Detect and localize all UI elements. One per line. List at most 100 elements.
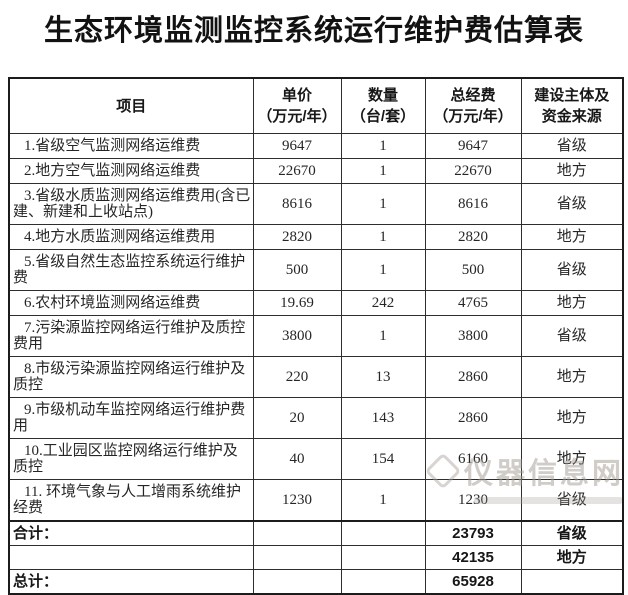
table-header: 项目 单价 （万元/年） 数量 （台/套） 总经费 （万元/年） 建设主体及 资金来源 <box>8 77 624 134</box>
total-cell: 22670 <box>424 158 522 184</box>
source-cell: 省级 <box>520 520 624 546</box>
unit-price-cell: 500 <box>252 249 342 291</box>
table-summary: 合计： 23793 省级 42135 地方 总计： 65928 <box>8 520 624 595</box>
col-header-line2: 资金来源 <box>541 108 602 125</box>
item-cell: 8.市级污染源监控网络运行维护及质控 <box>8 356 254 398</box>
table-row: 1.省级空气监测网络运维费 9647 1 9647 省级 <box>8 133 624 159</box>
table-row: 5.省级自然生态监控系统运行维护费 500 1 500 省级 <box>8 249 624 291</box>
table-row: 4.地方水质监测网络运维费用 2820 1 2820 地方 <box>8 224 624 250</box>
col-header-line1: 建设主体及 <box>534 87 610 104</box>
summary-row: 合计： 23793 省级 <box>8 520 624 546</box>
unit-price-cell: 20 <box>252 397 342 439</box>
quantity-cell: 13 <box>340 356 426 398</box>
source-cell: 省级 <box>520 315 624 357</box>
quantity-cell: 1 <box>340 315 426 357</box>
quantity-cell: 1 <box>340 183 426 225</box>
col-header-line1: 单价 <box>281 87 312 104</box>
source-cell: 地方 <box>520 224 624 250</box>
total-cell: 9647 <box>424 133 522 159</box>
unit-price-cell: 22670 <box>252 158 342 184</box>
col-header-line1: 数量 <box>367 87 398 104</box>
header-row: 项目 单价 （万元/年） 数量 （台/套） 总经费 （万元/年） 建设主体及 资金来源 <box>8 77 624 134</box>
total-cell: 500 <box>424 249 522 291</box>
unit-price-cell: 2820 <box>252 224 342 250</box>
col-header-line2: （万元/年） <box>257 108 337 125</box>
quantity-cell: 143 <box>340 397 426 439</box>
total-cell: 2860 <box>424 356 522 398</box>
col-header-4: 建设主体及 资金来源 <box>520 77 624 134</box>
item-cell: 1.省级空气监测网络运维费 <box>8 133 254 159</box>
table-body: 1.省级空气监测网络运维费 9647 1 9647 省级 2.地方空气监测网络运维费 226… <box>8 133 624 522</box>
table-row: 3.省级水质监测网络运维费用(含已建、新建和上收站点) 8616 1 8616 省级 <box>8 183 624 225</box>
item-cell: 9.市级机动车监控网络运行维护费用 <box>8 397 254 439</box>
source-cell: 省级 <box>520 479 624 522</box>
source-cell: 地方 <box>520 356 624 398</box>
item-cell: 7.污染源监控网络运行维护及质控费用 <box>8 315 254 357</box>
source-cell: 地方 <box>520 158 624 184</box>
table-row: 11. 环境气象与人工增雨系统维护经费 1230 1 1230 省级 <box>8 479 624 522</box>
total-cell: 65928 <box>424 569 522 595</box>
estimate-table: 项目 单价 （万元/年） 数量 （台/套） 总经费 （万元/年） 建设主体及 资金来源 1.省级… <box>8 77 624 595</box>
source-cell <box>520 569 624 595</box>
summary-label-cell <box>8 545 254 570</box>
unit-price-cell: 3800 <box>252 315 342 357</box>
quantity-cell: 1 <box>340 249 426 291</box>
item-cell: 10.工业园区监控网络运行维护及质控 <box>8 438 254 480</box>
summary-row: 42135 地方 <box>8 545 624 570</box>
col-header-2: 数量 （台/套） <box>340 77 426 134</box>
source-cell: 省级 <box>520 249 624 291</box>
col-header-line1: 总经费 <box>450 87 496 104</box>
table-row: 8.市级污染源监控网络运行维护及质控 220 13 2860 地方 <box>8 356 624 398</box>
quantity-cell <box>340 520 426 546</box>
source-cell: 地方 <box>520 545 624 570</box>
table-row: 10.工业园区监控网络运行维护及质控 40 154 6160 地方 <box>8 438 624 480</box>
quantity-cell: 242 <box>340 290 426 316</box>
unit-price-cell: 40 <box>252 438 342 480</box>
source-cell: 省级 <box>520 183 624 225</box>
item-cell: 2.地方空气监测网络运维费 <box>8 158 254 184</box>
summary-label-cell: 合计： <box>8 520 254 546</box>
total-cell: 8616 <box>424 183 522 225</box>
unit-price-cell: 9647 <box>252 133 342 159</box>
quantity-cell: 154 <box>340 438 426 480</box>
unit-price-cell: 220 <box>252 356 342 398</box>
col-header-1: 单价 （万元/年） <box>252 77 342 134</box>
item-cell: 11. 环境气象与人工增雨系统维护经费 <box>8 479 254 522</box>
total-cell: 42135 <box>424 545 522 570</box>
total-cell: 23793 <box>424 520 522 546</box>
total-cell: 3800 <box>424 315 522 357</box>
quantity-cell <box>340 569 426 595</box>
unit-price-cell <box>252 569 342 595</box>
item-cell: 6.农村环境监测网络运维费 <box>8 290 254 316</box>
table-row: 2.地方空气监测网络运维费 22670 1 22670 地方 <box>8 158 624 184</box>
page-title: 生态环境监测监控系统运行维护费估算表 <box>43 15 584 47</box>
source-cell: 地方 <box>520 290 624 316</box>
source-cell: 地方 <box>520 397 624 439</box>
total-cell: 2860 <box>424 397 522 439</box>
col-header-line2: （万元/年） <box>433 108 513 125</box>
quantity-cell: 1 <box>340 158 426 184</box>
table-row: 6.农村环境监测网络运维费 19.69 242 4765 地方 <box>8 290 624 316</box>
col-header-line1: 项目 <box>116 97 147 115</box>
source-cell: 地方 <box>520 438 624 480</box>
quantity-cell: 1 <box>340 224 426 250</box>
total-cell: 2820 <box>424 224 522 250</box>
quantity-cell: 1 <box>340 479 426 522</box>
summary-label-cell: 总计： <box>8 569 254 595</box>
total-cell: 1230 <box>424 479 522 522</box>
item-cell: 3.省级水质监测网络运维费用(含已建、新建和上收站点) <box>8 183 254 225</box>
unit-price-cell <box>252 520 342 546</box>
total-cell: 4765 <box>424 290 522 316</box>
quantity-cell: 1 <box>340 133 426 159</box>
summary-row: 总计： 65928 <box>8 569 624 595</box>
unit-price-cell: 1230 <box>252 479 342 522</box>
quantity-cell <box>340 545 426 570</box>
col-header-0: 项目 <box>8 77 254 134</box>
item-cell: 4.地方水质监测网络运维费用 <box>8 224 254 250</box>
item-cell: 5.省级自然生态监控系统运行维护费 <box>8 249 254 291</box>
col-header-3: 总经费 （万元/年） <box>424 77 522 134</box>
table-row: 9.市级机动车监控网络运行维护费用 20 143 2860 地方 <box>8 397 624 439</box>
unit-price-cell: 8616 <box>252 183 342 225</box>
source-cell: 省级 <box>520 133 624 159</box>
table-row: 7.污染源监控网络运行维护及质控费用 3800 1 3800 省级 <box>8 315 624 357</box>
